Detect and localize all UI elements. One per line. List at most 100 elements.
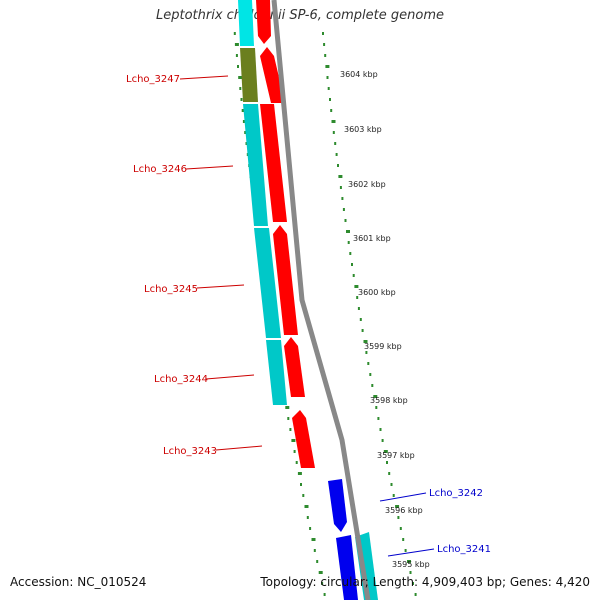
minor-tick: [365, 351, 368, 354]
red-cds-arrow: [292, 410, 315, 468]
blue-cds-arrow: [328, 479, 347, 532]
minor-tick: [414, 593, 417, 596]
minor-tick: [326, 76, 329, 79]
minor-tick: [295, 461, 298, 464]
leader-line: [205, 374, 255, 380]
minor-tick: [399, 527, 402, 530]
tick-label: 3600 kbp: [358, 288, 396, 297]
minor-tick: [332, 131, 335, 134]
minor-tick: [327, 87, 330, 90]
minor-tick: [379, 428, 382, 431]
genome-title: Leptothrix cholodnii SP-6, complete geno…: [156, 8, 444, 23]
minor-tick: [397, 516, 400, 519]
minor-tick: [388, 472, 391, 475]
forward-cds-track: [256, 0, 315, 468]
minor-tick: [322, 32, 324, 35]
tick-label: 3599 kbp: [364, 342, 402, 351]
leader-line: [215, 445, 263, 451]
red-cds-arrow: [284, 337, 305, 397]
gene-label-lcho-3247[interactable]: Lcho_3247: [126, 74, 180, 85]
minor-tick: [409, 571, 412, 574]
minor-tick: [316, 560, 319, 563]
major-tick: [354, 285, 359, 288]
tick-label: 3603 kbp: [344, 125, 382, 134]
major-tick: [318, 571, 323, 574]
outer-scale-line: [322, 32, 417, 596]
minor-tick: [344, 219, 347, 222]
minor-tick: [235, 54, 238, 57]
major-tick: [395, 505, 400, 508]
feature-track: [238, 0, 378, 600]
tick-label: 3595 kbp: [392, 560, 430, 569]
minor-tick: [349, 252, 352, 255]
minor-tick: [289, 428, 292, 431]
major-tick: [297, 472, 302, 475]
tick-label: 3601 kbp: [353, 234, 391, 243]
gene-label-lcho-3243[interactable]: Lcho_3243: [163, 446, 217, 457]
minor-tick: [329, 98, 331, 101]
minor-tick: [309, 527, 312, 530]
minor-tick: [323, 593, 326, 596]
red-cds-arrow: [260, 47, 285, 103]
red-cds-arrow: [273, 225, 298, 335]
gene-label-lcho-3245[interactable]: Lcho_3245: [144, 284, 198, 295]
gene-label-lcho-3244[interactable]: Lcho_3244: [154, 374, 208, 385]
cyan-feature-top: [238, 0, 254, 46]
minor-tick: [371, 384, 374, 387]
leader-line: [387, 548, 435, 557]
minor-tick: [240, 98, 243, 101]
minor-tick: [302, 494, 305, 497]
gene-labels: Lcho_3247 Lcho_3246 Lcho_3245 Lcho_3244 …: [126, 74, 491, 557]
minor-tick: [341, 197, 344, 200]
minor-tick: [321, 582, 324, 585]
minor-tick: [239, 87, 242, 90]
minor-tick: [244, 131, 247, 134]
minor-tick: [324, 54, 327, 57]
minor-tick: [347, 241, 350, 244]
gene-label-lcho-3242[interactable]: Lcho_3242: [429, 488, 483, 499]
gene-label-lcho-3246[interactable]: Lcho_3246: [133, 164, 187, 175]
minor-tick: [237, 65, 239, 68]
minor-tick: [369, 373, 372, 376]
major-tick: [285, 406, 290, 409]
scale-labels: 3604 kbp 3603 kbp 3602 kbp 3601 kbp 3600…: [340, 70, 430, 569]
minor-tick: [330, 109, 333, 112]
blue-cds-arrow: [336, 535, 358, 600]
genome-summary: Topology: circular; Length: 4,909,403 bp…: [260, 575, 590, 589]
major-tick: [338, 175, 343, 178]
tick-label: 3604 kbp: [340, 70, 378, 79]
minor-tick: [313, 549, 316, 552]
olive-feature: [240, 48, 258, 102]
minor-tick: [233, 32, 236, 35]
reverse-cds-track: [328, 479, 358, 600]
minor-tick: [306, 516, 309, 519]
major-tick: [325, 65, 330, 68]
cyan-feature: [266, 340, 287, 405]
minor-tick: [337, 164, 339, 167]
minor-tick: [351, 263, 353, 266]
minor-tick: [287, 417, 290, 420]
gene-label-lcho-3241[interactable]: Lcho_3241: [437, 544, 491, 555]
minor-tick: [342, 208, 345, 211]
minor-tick: [335, 153, 338, 156]
major-tick: [383, 450, 388, 453]
tick-label: 3597 kbp: [377, 451, 415, 460]
genome-backbone: [271, 0, 371, 600]
major-tick: [331, 120, 336, 123]
minor-tick: [361, 329, 364, 332]
minor-tick: [375, 406, 378, 409]
minor-tick: [402, 538, 405, 541]
tick-label: 3602 kbp: [348, 180, 386, 189]
minor-tick: [381, 439, 384, 442]
minor-tick: [367, 362, 370, 365]
major-tick: [238, 76, 243, 79]
minor-tick: [377, 417, 380, 420]
major-tick: [407, 560, 411, 563]
tick-label: 3598 kbp: [370, 396, 408, 405]
red-cds-arrow: [260, 104, 287, 222]
minor-tick: [359, 318, 362, 321]
major-tick: [234, 43, 239, 46]
minor-tick: [356, 296, 359, 299]
accession-label: Accession: NC_010524: [10, 575, 147, 589]
